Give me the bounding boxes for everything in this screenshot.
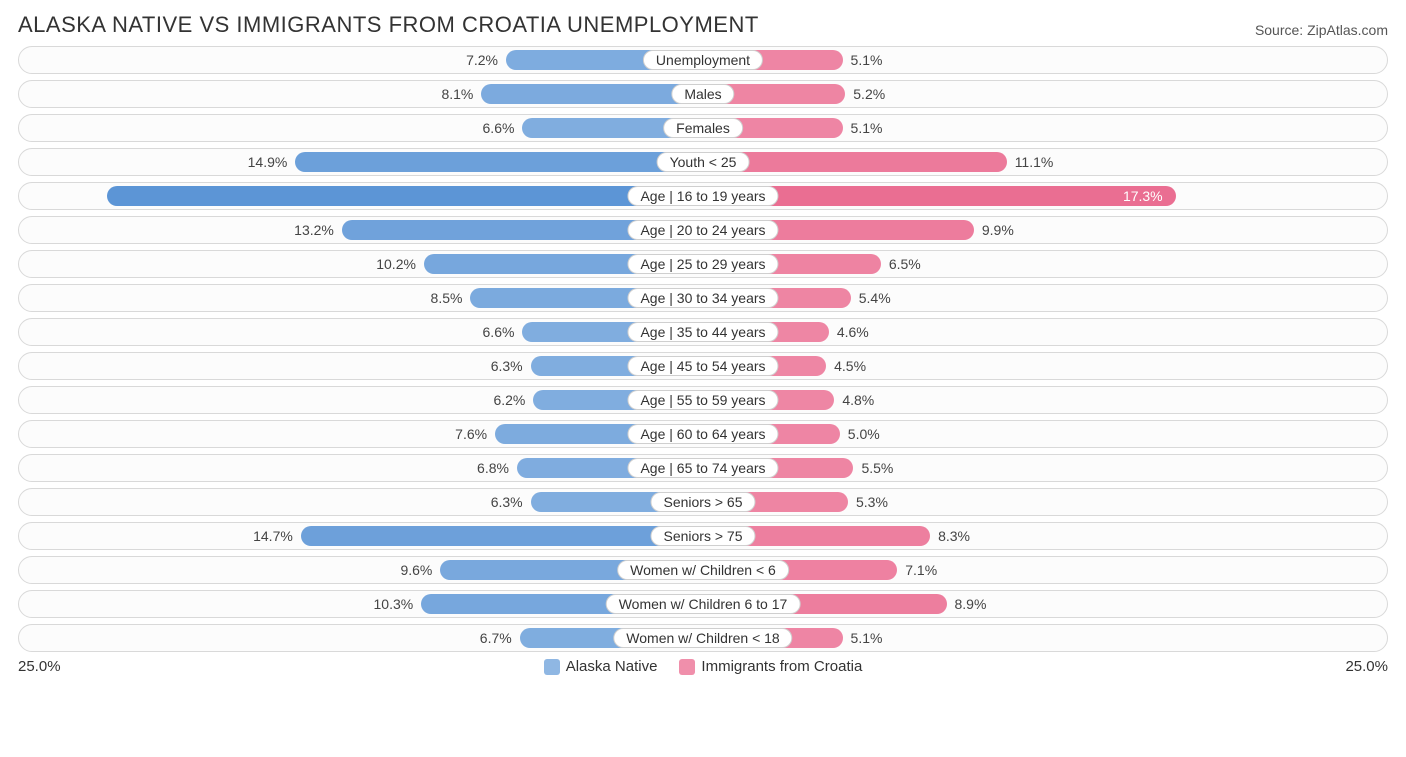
- bar-left: [295, 152, 703, 172]
- row-label: Age | 35 to 44 years: [627, 322, 778, 342]
- row-label: Males: [671, 84, 734, 104]
- row-label: Age | 16 to 19 years: [627, 186, 778, 206]
- row-label: Age | 30 to 34 years: [627, 288, 778, 308]
- chart-row: 14.7% 8.3% Seniors > 75: [18, 522, 1388, 550]
- row-label: Age | 60 to 64 years: [627, 424, 778, 444]
- row-label: Seniors > 75: [651, 526, 756, 546]
- chart-row: 6.8% 5.5% Age | 65 to 74 years: [18, 454, 1388, 482]
- chart-row: 6.2% 4.8% Age | 55 to 59 years: [18, 386, 1388, 414]
- value-right: 5.2%: [853, 86, 885, 102]
- value-right: 6.5%: [889, 256, 921, 272]
- legend-item-left: Alaska Native: [544, 658, 658, 675]
- value-left: 14.9%: [248, 154, 288, 170]
- chart-header: ALASKA NATIVE VS IMMIGRANTS FROM CROATIA…: [18, 12, 1388, 38]
- row-label: Age | 55 to 59 years: [627, 390, 778, 410]
- chart-row: 8.1% 5.2% Males: [18, 80, 1388, 108]
- bar-left: [301, 526, 703, 546]
- value-right: 4.5%: [834, 358, 866, 374]
- row-label: Women w/ Children 6 to 17: [606, 594, 801, 614]
- row-label: Females: [663, 118, 743, 138]
- legend-label-left: Alaska Native: [566, 658, 658, 675]
- legend-item-right: Immigrants from Croatia: [679, 658, 862, 675]
- value-left: 13.2%: [294, 222, 334, 238]
- value-right: 4.6%: [837, 324, 869, 340]
- chart-row: 6.7% 5.1% Women w/ Children < 18: [18, 624, 1388, 652]
- value-left: 6.7%: [480, 630, 512, 646]
- value-right: 7.1%: [905, 562, 937, 578]
- row-label: Youth < 25: [657, 152, 750, 172]
- value-right: 17.3%: [1123, 188, 1163, 204]
- chart-row: 10.3% 8.9% Women w/ Children 6 to 17: [18, 590, 1388, 618]
- value-left: 6.3%: [491, 358, 523, 374]
- value-right: 5.1%: [851, 630, 883, 646]
- legend-swatch-left: [544, 659, 560, 675]
- row-label: Unemployment: [643, 50, 763, 70]
- chart-row: 7.2% 5.1% Unemployment: [18, 46, 1388, 74]
- row-label: Age | 25 to 29 years: [627, 254, 778, 274]
- chart-title: ALASKA NATIVE VS IMMIGRANTS FROM CROATIA…: [18, 12, 759, 38]
- value-left: 6.3%: [491, 494, 523, 510]
- axis-max-right: 25.0%: [1345, 658, 1388, 675]
- value-left: 6.2%: [493, 392, 525, 408]
- value-right: 8.9%: [955, 596, 987, 612]
- diverging-bar-chart: 7.2% 5.1% Unemployment 8.1% 5.2% Males 6.6% 5.1…: [18, 46, 1388, 652]
- axis-max-left: 25.0%: [18, 658, 61, 675]
- legend: Alaska Native Immigrants from Croatia: [544, 658, 863, 675]
- value-right: 5.1%: [851, 52, 883, 68]
- chart-row: 6.6% 4.6% Age | 35 to 44 years: [18, 318, 1388, 346]
- value-left: 10.3%: [374, 596, 414, 612]
- chart-row: 14.9% 11.1% Youth < 25: [18, 148, 1388, 176]
- row-label: Age | 20 to 24 years: [627, 220, 778, 240]
- row-label: Women w/ Children < 6: [617, 560, 789, 580]
- row-label: Age | 65 to 74 years: [627, 458, 778, 478]
- chart-row: 6.3% 5.3% Seniors > 65: [18, 488, 1388, 516]
- row-label: Women w/ Children < 18: [613, 628, 792, 648]
- value-left: 7.6%: [455, 426, 487, 442]
- chart-row: 6.3% 4.5% Age | 45 to 54 years: [18, 352, 1388, 380]
- value-right: 5.3%: [856, 494, 888, 510]
- bar-left: [481, 84, 703, 104]
- chart-row: 21.8%17.3%Age | 16 to 19 years: [18, 182, 1388, 210]
- value-left: 10.2%: [376, 256, 416, 272]
- chart-row: 9.6% 7.1% Women w/ Children < 6: [18, 556, 1388, 584]
- chart-row: 6.6% 5.1% Females: [18, 114, 1388, 142]
- chart-footer: 25.0% Alaska Native Immigrants from Croa…: [18, 658, 1388, 675]
- row-label: Age | 45 to 54 years: [627, 356, 778, 376]
- value-right: 5.4%: [859, 290, 891, 306]
- value-right: 5.0%: [848, 426, 880, 442]
- value-left: 6.6%: [483, 324, 515, 340]
- chart-source: Source: ZipAtlas.com: [1255, 22, 1388, 38]
- legend-swatch-right: [679, 659, 695, 675]
- value-right: 8.3%: [938, 528, 970, 544]
- value-left: 8.5%: [431, 290, 463, 306]
- value-right: 4.8%: [842, 392, 874, 408]
- value-left: 6.6%: [483, 120, 515, 136]
- chart-row: 8.5% 5.4% Age | 30 to 34 years: [18, 284, 1388, 312]
- value-left: 14.7%: [253, 528, 293, 544]
- bar-left: [107, 186, 703, 206]
- value-left: 7.2%: [466, 52, 498, 68]
- value-left: 9.6%: [400, 562, 432, 578]
- chart-row: 7.6% 5.0% Age | 60 to 64 years: [18, 420, 1388, 448]
- value-right: 5.1%: [851, 120, 883, 136]
- chart-row: 13.2% 9.9% Age | 20 to 24 years: [18, 216, 1388, 244]
- chart-row: 10.2% 6.5% Age | 25 to 29 years: [18, 250, 1388, 278]
- value-right: 9.9%: [982, 222, 1014, 238]
- value-left: 6.8%: [477, 460, 509, 476]
- legend-label-right: Immigrants from Croatia: [701, 658, 862, 675]
- value-right: 5.5%: [861, 460, 893, 476]
- value-left: 8.1%: [441, 86, 473, 102]
- row-label: Seniors > 65: [651, 492, 756, 512]
- value-right: 11.1%: [1015, 154, 1054, 170]
